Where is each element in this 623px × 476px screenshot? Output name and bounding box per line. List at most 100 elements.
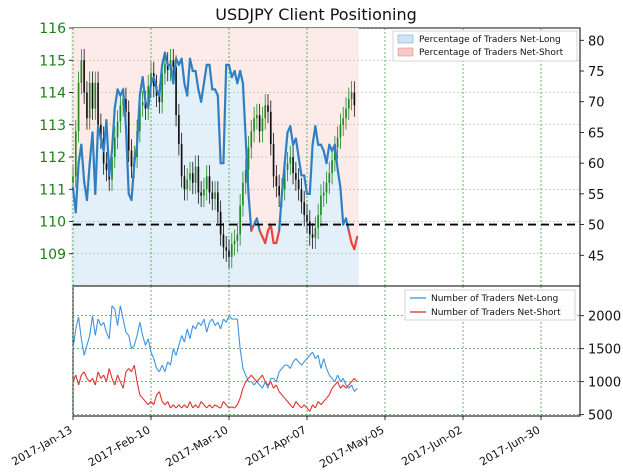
candle-body	[256, 115, 258, 119]
net-short-shade	[299, 28, 304, 176]
net-long-shade	[79, 144, 84, 286]
count-net-short-segment	[259, 374, 263, 379]
count-net-short-segment	[108, 368, 113, 379]
candle-body	[119, 105, 122, 122]
net-short-shade	[168, 28, 173, 65]
candle-body	[325, 182, 328, 193]
candle-body	[228, 250, 230, 257]
net-long-shade	[327, 144, 331, 286]
net-long-shade	[302, 175, 306, 286]
net-long-percentage-segment	[314, 125, 320, 146]
count-net-short-segment	[250, 374, 255, 379]
net-short-shade	[274, 28, 279, 286]
count-net-short-segment	[223, 401, 227, 406]
net-short-shade	[202, 28, 206, 84]
net-short-shade	[288, 28, 292, 127]
count-net-short-segment	[119, 381, 124, 389]
count-net-long-segment	[342, 378, 347, 386]
net-short-shade	[221, 28, 226, 164]
net-long-shade	[85, 200, 89, 286]
count-net-long-segment	[242, 368, 247, 376]
count-net-long-segment	[220, 318, 224, 330]
percentage-tick-label: 70	[588, 96, 605, 111]
candle-body	[289, 157, 292, 164]
net-long-shade	[335, 169, 340, 286]
net-short-shade	[107, 28, 111, 176]
candle-body	[86, 92, 88, 119]
count-net-short-segment	[94, 371, 99, 386]
net-long-shade	[107, 175, 111, 286]
count-net-long-segment	[200, 318, 205, 326]
net-long-shade	[230, 77, 234, 287]
net-long-shade	[140, 77, 145, 287]
count-net-long-segment	[89, 315, 94, 336]
net-long-shade	[260, 236, 265, 286]
net-short-shade	[213, 28, 217, 90]
count-net-long-segment	[312, 351, 316, 359]
candle-body	[105, 163, 108, 170]
count-net-long-segment	[150, 351, 155, 359]
candle-body	[125, 98, 127, 112]
candle-body	[200, 192, 202, 196]
net-long-percentage-segment	[105, 119, 111, 177]
count-net-long-segment	[334, 374, 339, 382]
price-tick-label: 113	[39, 118, 66, 134]
candle-body	[158, 95, 161, 103]
candle-body	[250, 131, 253, 148]
net-short-shade	[291, 28, 295, 145]
net-short-shade	[104, 28, 109, 121]
count-net-short-segment	[200, 401, 205, 406]
count-net-long-segment	[75, 316, 80, 330]
candle-body	[353, 92, 356, 106]
price-tick-label: 111	[39, 182, 66, 198]
net-long-percentage-segment	[339, 186, 345, 226]
count-net-short-segment	[287, 401, 291, 406]
count-tick-label: 1000	[588, 376, 621, 391]
net-short-shade	[266, 28, 270, 286]
candle-body	[320, 195, 322, 216]
bottom-legend-box	[404, 289, 576, 321]
count-net-short-segment	[128, 368, 132, 373]
candle-body	[150, 73, 152, 87]
count-net-long-segment	[298, 361, 302, 366]
candle-body	[113, 137, 116, 157]
net-long-shade	[104, 120, 109, 287]
count-net-long-segment	[273, 378, 277, 383]
net-long-percentage-segment	[319, 143, 325, 152]
price-tick-label: 110	[39, 215, 66, 231]
net-short-shade	[143, 28, 148, 102]
net-long-shade	[129, 200, 134, 286]
net-long-percentage-segment	[208, 63, 214, 91]
candle-body	[292, 157, 294, 174]
candle-body	[267, 105, 269, 112]
count-net-long-segment	[105, 331, 110, 340]
net-long-shade	[99, 138, 103, 286]
count-net-short-segment	[80, 371, 85, 376]
count-net-short-segment	[206, 404, 210, 409]
candle-body	[91, 82, 94, 109]
net-long-percentage-segment	[289, 125, 295, 146]
candle-body	[283, 169, 286, 190]
count-net-long-segment	[228, 315, 233, 320]
net-short-shade	[324, 28, 329, 164]
price-tick-label: 112	[39, 150, 66, 166]
count-net-long-segment	[292, 358, 297, 363]
count-net-long-segment	[281, 364, 286, 369]
count-net-long-segment	[340, 378, 344, 383]
count-net-long-segment	[320, 358, 325, 369]
candle-body	[258, 115, 261, 132]
candle-body	[253, 118, 255, 132]
net-long-percentage-segment	[113, 88, 119, 109]
trader-count-lines	[72, 305, 358, 412]
count-net-long-segment	[86, 335, 91, 346]
count-net-short-segment	[295, 401, 300, 406]
count-net-short-segment	[340, 384, 344, 389]
net-long-shade	[333, 144, 337, 286]
net-short-shade	[149, 28, 153, 84]
candle-body	[164, 63, 166, 74]
count-net-long-segment	[317, 355, 322, 369]
count-net-short-segment	[234, 404, 238, 409]
net-long-shade	[138, 95, 142, 286]
net-long-percentage-segment	[258, 229, 264, 238]
net-long-shade	[349, 243, 354, 286]
